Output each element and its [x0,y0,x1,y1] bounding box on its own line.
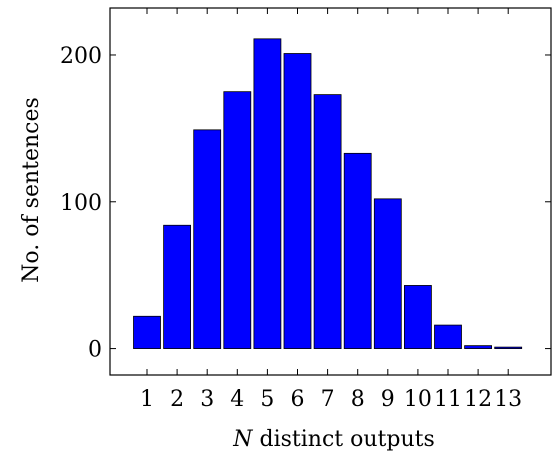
bar-9 [373,198,402,349]
x-axis-label: N distinct outputs [232,427,435,452]
plot-frame [109,7,552,376]
bar-10 [403,285,432,349]
x-tick-label: 12 [464,387,492,412]
x-tick-label: 1 [140,387,154,412]
x-axis-variable: N [232,427,253,452]
y-axis-label: No. of sentences [19,97,44,283]
x-tick-label: 9 [381,387,395,412]
x-tick-label: 11 [434,387,462,412]
y-tick-label: 100 [60,191,102,216]
bar-2 [163,224,192,349]
x-tick-label: 7 [321,387,335,412]
x-tick-label: 4 [230,387,244,412]
x-tick-label: 2 [170,387,184,412]
bar-1 [133,315,161,349]
bar-8 [343,152,372,349]
x-ticks-group: 1 2 3 4 5 6 7 8 9 10 11 12 13 [140,8,522,412]
x-tick-label: 3 [200,387,214,412]
bar-5 [253,38,282,349]
bar-11 [434,324,462,349]
x-tick-label: 5 [260,387,274,412]
x-tick-label: 13 [494,387,522,412]
x-tick-label: 10 [404,387,432,412]
y-tick-label: 200 [60,44,102,69]
bars-group [133,38,523,350]
x-axis-text: distinct outputs [253,427,435,452]
bar-6 [283,53,312,349]
bar-7 [313,94,342,349]
bar-12 [464,345,493,349]
bar-13 [494,346,523,350]
bar-3 [193,129,222,349]
x-tick-label: 8 [351,387,365,412]
y-tick-label: 0 [88,338,102,363]
y-ticks-group: 0 100 200 [60,44,551,363]
x-tick-label: 6 [291,387,305,412]
bar-4 [223,91,252,349]
